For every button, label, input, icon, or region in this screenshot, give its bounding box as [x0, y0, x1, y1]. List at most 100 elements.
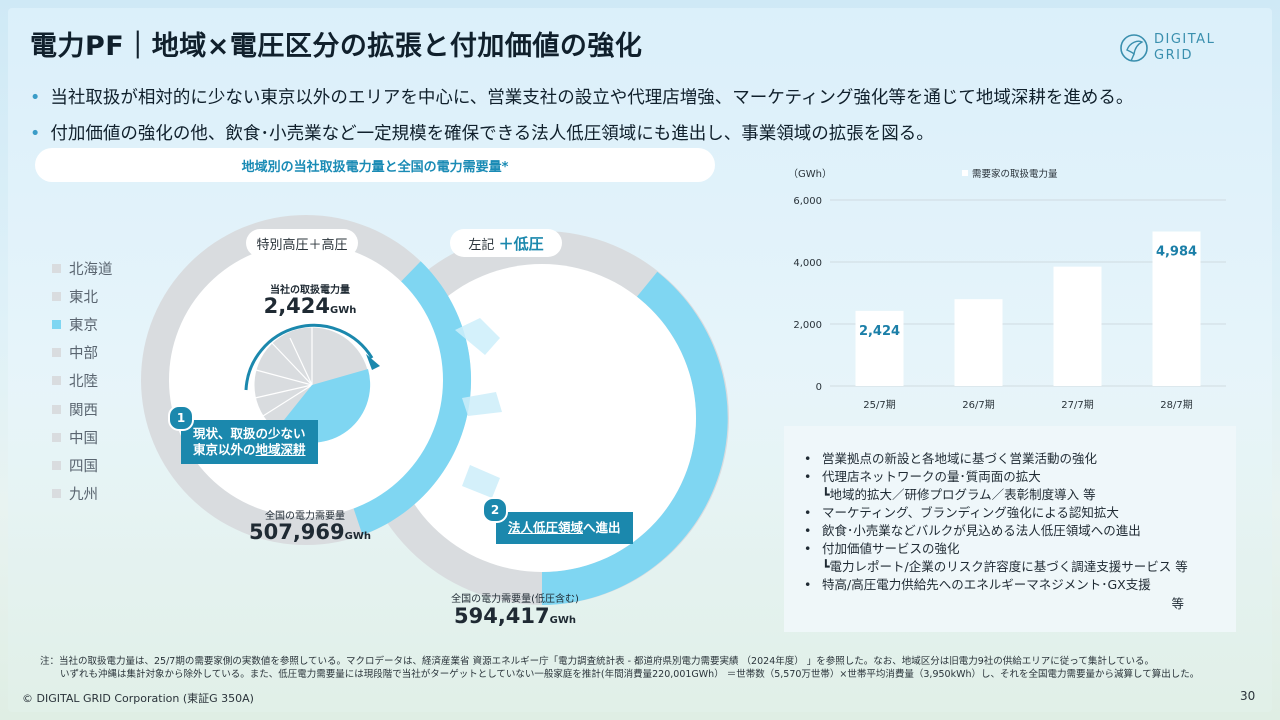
legend-item: 北陸: [52, 367, 113, 395]
callout1-line1: 現状、取扱の少ない: [193, 426, 306, 441]
legend-label: 中国: [69, 430, 98, 447]
legend-item: 東北: [52, 282, 113, 310]
curved-arrow: [244, 323, 374, 391]
callout-lowvoltage-entry: 法人低圧領域へ進出: [496, 512, 633, 544]
inner-value-label: 当社の取扱電力量: [270, 285, 350, 296]
bullet-item: • 付加価値の強化の他、飲食･小売業など一定規模を確保できる法人低圧領域にも進出し…: [30, 124, 934, 144]
footnote-line: いずれも沖縄は集計対象から除外している。また、低圧電力需要量には現段階で当社がタ…: [60, 669, 1200, 680]
donut1-total-label: 全国の電力需要量: [265, 511, 345, 522]
legend-item: 中部: [52, 339, 113, 367]
x-tick-label: 25/7期: [863, 399, 895, 411]
measures-list: • 営業拠点の新設と各地域に基づく営業活動の強化 • 代理店ネットワークの量･質両面の…: [784, 426, 1236, 594]
x-tick-label: 28/7期: [1160, 399, 1192, 411]
donut2-total-label: 全国の電力需要量(低圧含む): [451, 594, 579, 605]
donut1-total: 507,969GWh: [230, 520, 390, 544]
callout2-suffix: へ進出: [583, 520, 621, 535]
donut2-lowvoltage-segment: [542, 271, 728, 605]
measures-panel: • 営業拠点の新設と各地域に基づく営業活動の強化 • 代理店ネットワークの量･質両面の…: [784, 426, 1236, 632]
legend-label: 四国: [69, 458, 98, 475]
legend-label: 北海道: [69, 261, 113, 278]
measure-item: ┗地域的拡大／研修プログラム／表彰制度導入 等: [804, 486, 1236, 504]
measures-etc: 等: [1171, 596, 1184, 611]
legend-item: 中国: [52, 423, 113, 451]
inner-value-unit: GWh: [330, 305, 357, 316]
inner-pie-dividers: [254, 327, 313, 417]
footnote-line: 注：当社の取扱電力量は、25/7期の需要家側の実数値を参照している。マクロデータ…: [40, 656, 1155, 667]
donut2-label-prefix: 左記: [468, 237, 495, 253]
legend-swatch: [52, 376, 61, 386]
copyright: © DIGITAL GRID Corporation (東証G 350A): [22, 692, 254, 705]
measure-item: • マーケティング、ブランディング強化による認知拡大: [804, 505, 1119, 520]
x-tick-label: 27/7期: [1061, 399, 1093, 411]
donut2-total-unit: GWh: [549, 615, 576, 626]
measure-text: ┗電力レポート/企業のリスク許容度に基づく調達支援サービス 等: [822, 559, 1188, 574]
measure-text: ┗地域的拡大／研修プログラム／表彰制度導入 等: [822, 487, 1096, 502]
legend-label: 北陸: [69, 374, 98, 391]
legend-label: 関西: [69, 402, 98, 419]
expansion-arrows: [455, 318, 502, 498]
callout2-highlight: 法人低圧領域: [508, 520, 584, 535]
legend-item: 東京: [52, 310, 113, 338]
legend-swatch: [52, 404, 61, 414]
bar-25/7期: [855, 310, 904, 386]
y-tick-label: 6,000: [793, 196, 822, 207]
legend-swatch: [52, 291, 61, 301]
measure-text: 営業拠点の新設と各地域に基づく営業活動の強化: [822, 451, 1098, 466]
donut1-total-unit: GWh: [344, 531, 371, 542]
bar-27/7期: [1053, 266, 1102, 386]
curved-arrow-head: [366, 354, 380, 370]
donut2-label-highlight: ＋低圧: [498, 234, 544, 253]
measure-item: • 代理店ネットワークの量･質両面の拡大: [804, 469, 1041, 484]
inner-value: 2,424GWh: [250, 294, 370, 318]
measure-item: • 付加価値サービスの強化: [804, 541, 960, 556]
y-tick-label: 2,000: [793, 320, 822, 331]
region-legend: 北海道東北東京中部北陸関西中国四国九州: [52, 254, 113, 508]
bar-28/7期: [1152, 231, 1201, 386]
donut2-total-number: 594,417: [453, 604, 550, 628]
legend-label: 中部: [69, 346, 98, 363]
bullet-item: • 当社取扱が相対的に少ない東京以外のエリアを中心に、営業支社の設立や代理店増強、…: [30, 88, 1134, 108]
callout1-line2: 東京以外の地域深耕: [193, 442, 306, 457]
intro-bullets: • 当社取扱が相対的に少ない東京以外のエリアを中心に、営業支社の設立や代理店増強、…: [30, 84, 1133, 156]
company-logo: DIGITAL GRID: [1118, 30, 1215, 66]
legend-item: 北海道: [52, 254, 113, 282]
legend-swatch-bar: [962, 170, 968, 176]
legend-series-name: 需要家の取扱電力量: [972, 168, 1058, 180]
legend-swatch: [52, 263, 61, 273]
y-axis-unit: （GWh）: [788, 168, 832, 180]
bar-data-label: 4,984: [1156, 244, 1197, 259]
legend-item: 関西: [52, 395, 113, 423]
inner-value-number: 2,424: [263, 294, 331, 318]
logo-text: DIGITAL GRID: [1154, 32, 1216, 63]
page-title: 電力PF｜地域×電圧区分の拡張と付加価値の強化: [30, 31, 643, 62]
legend-swatch: [52, 460, 61, 470]
page-number: 30: [1240, 689, 1256, 703]
donut1-tokyo-segment: [351, 261, 472, 535]
legend-swatch: [52, 348, 61, 358]
donut2-total: 594,417GWh: [435, 604, 595, 628]
legend-label: 東北: [69, 289, 98, 306]
legend-label: 東京: [69, 317, 98, 334]
callout2-number: 2: [482, 497, 508, 523]
measure-item: • 営業拠点の新設と各地域に基づく営業活動の強化: [804, 451, 1098, 466]
bar-26/7期: [954, 299, 1003, 386]
y-tick-label: 0: [816, 382, 822, 393]
legend-swatch: [52, 489, 61, 499]
callout-regional-deepening: 現状、取扱の少ない 東京以外の地域深耕: [181, 420, 318, 464]
measure-item: • 飲食･小売業などバルクが見込める法人低圧領域への進出: [804, 523, 1141, 538]
callout1-number: 1: [168, 405, 194, 431]
bird-leaf-icon: [1120, 34, 1148, 62]
measure-item: ┗電力レポート/企業のリスク許容度に基づく調達支援サービス 等: [804, 558, 1236, 576]
measure-text: 代理店ネットワークの量･質両面の拡大: [822, 469, 1041, 484]
measure-text: 特高/高圧電力供給先へのエネルギーマネジメント･GX支援: [822, 577, 1151, 592]
measure-text: 飲食･小売業などバルクが見込める法人低圧領域への進出: [822, 523, 1141, 538]
footnote: 注：当社の取扱電力量は、25/7期の需要家側の実数値を参照している。マクロデータ…: [40, 655, 1199, 681]
measure-text: マーケティング、ブランディング強化による認知拡大: [822, 505, 1119, 520]
legend-item: 九州: [52, 480, 113, 508]
bullet-text: 当社取扱が相対的に少ない東京以外のエリアを中心に、営業支社の設立や代理店増強、マ…: [50, 88, 1134, 108]
legend-swatch: [52, 432, 61, 442]
x-tick-label: 26/7期: [962, 399, 994, 411]
donut2-label: 左記 ＋低圧: [450, 229, 562, 257]
bar-data-label: 2,424: [859, 324, 900, 339]
